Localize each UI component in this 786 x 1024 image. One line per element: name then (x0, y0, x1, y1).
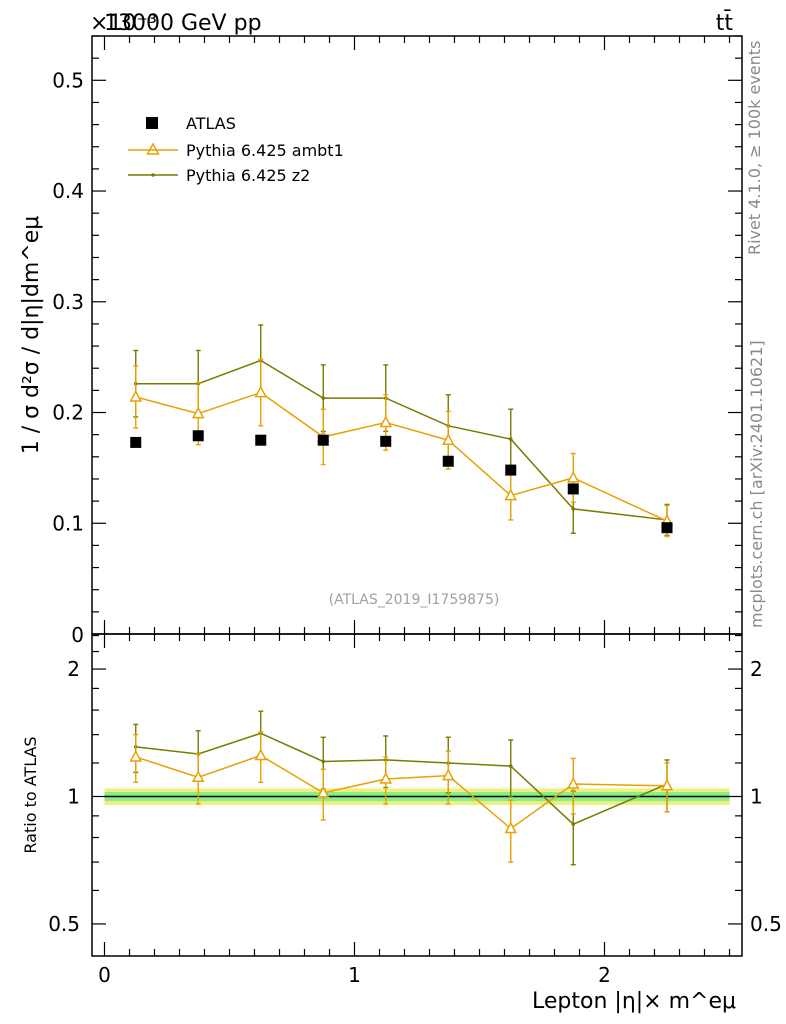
legend-z2-label: Pythia 6.425 z2 (186, 166, 310, 185)
atlas-point (380, 435, 392, 447)
atlas-point (130, 436, 142, 448)
ambt1-point (129, 389, 142, 402)
ambt1-point (504, 488, 517, 501)
ratio-x-ticks: 0 1 2 (98, 634, 731, 987)
ratio-ambt1-point (379, 771, 392, 784)
main-y-ticks: 0.1 0.2 0.3 0.4 0.5 0 (52, 35, 742, 647)
main-y-tick-label: 0.1 (52, 511, 84, 535)
legend: ATLAS Pythia 6.425 ambt1 Pythia 6.425 z2 (128, 114, 344, 185)
main-y-tick-label-zero: 0 (71, 623, 84, 647)
ambt1-point (254, 385, 267, 398)
ratio-ambt1-point (567, 776, 580, 789)
ratio-frame (91, 633, 743, 957)
z2-point (508, 437, 513, 441)
main-y-tick-label: 0.4 (52, 179, 84, 203)
y-exponent-label: ×10⁻³ (90, 11, 157, 36)
main-y-tick-label: 0.3 (52, 290, 84, 314)
x-tick-label: 0 (98, 963, 111, 987)
x-tick-label: 1 (348, 963, 361, 987)
main-y-tick-label: 0.2 (52, 401, 84, 425)
ambt1-point (192, 406, 205, 419)
main-x-ticks (103, 36, 731, 634)
ratio-ambt1-point (660, 778, 674, 791)
ambt1-point (567, 470, 580, 483)
main-panel: 0.1 0.2 0.3 0.4 0.5 0 (ATLAS_2019_I1759875) 1… (19, 35, 743, 647)
x-tick-label: 2 (598, 963, 611, 987)
ratio-ambt1-point (129, 749, 142, 762)
atlas-point (442, 455, 454, 467)
ratio-ambt1-point (442, 768, 455, 781)
x-axis-label: Lepton |η|× m^eμ (532, 989, 736, 1014)
energy-label: 13000 GeV pp (104, 11, 262, 36)
ratio-y-tick-label: 2 (67, 657, 80, 681)
ambt1-point (379, 415, 392, 428)
ratio-z2-point (321, 759, 326, 764)
ambt1-point (442, 433, 455, 445)
ratio-z2-point (571, 822, 576, 827)
ratio-series (129, 710, 674, 866)
atlas-point (255, 434, 267, 446)
main-y-tick-label: 0.5 (52, 68, 84, 92)
ratio-z2-point (508, 764, 513, 768)
process-label: tt̄ (716, 10, 734, 36)
analysis-watermark: (ATLAS_2019_I1759875) (329, 592, 500, 608)
ratio-ambt1-point (317, 785, 330, 798)
atlas-point (317, 434, 329, 446)
ratio-y-axis-label: Ratio to ATLAS (21, 736, 40, 853)
legend-z2-marker (151, 173, 155, 177)
ratio-ambt1-point (504, 821, 517, 834)
legend-ambt1-label: Pythia 6.425 ambt1 (186, 141, 344, 160)
ratio-y-tick-label-right: 1 (750, 784, 763, 808)
atlas-point (661, 522, 673, 534)
z2-point (321, 396, 326, 400)
legend-atlas-marker (146, 117, 158, 129)
z2-point (571, 507, 576, 511)
atlas-point (505, 464, 517, 476)
ambt1-line (135, 391, 668, 522)
legend-atlas-label: ATLAS (186, 114, 236, 133)
atlas-point (192, 430, 204, 442)
ratio-y-tick-label: 1 (67, 784, 80, 808)
legend-ambt1-marker (146, 142, 160, 155)
main-series (129, 324, 674, 538)
ratio-panel: 0.5 0.5 1 1 2 2 0 1 2 Ratio to ATLAS Lepton |η|… (21, 633, 782, 1014)
ratio-ambt1-point (254, 748, 267, 761)
ratio-y-tick-label: 0.5 (48, 912, 80, 936)
ratio-y-ticks: 0.5 0.5 1 1 2 2 (48, 634, 782, 936)
ratio-y-tick-label-right: 2 (750, 657, 763, 681)
main-y-axis-label: 1 / σ d²σ / d|η|dm^eμ (19, 216, 44, 455)
atlas-point (567, 483, 579, 495)
rivet-label: Rivet 4.1.0, ≥ 100k events (745, 41, 764, 255)
ratio-y-tick-label-right: 0.5 (750, 912, 782, 936)
ratio-ambt1-point (192, 770, 205, 783)
mcplots-label: mcplots.cern.ch [arXiv:2401.10621] (747, 340, 766, 628)
z2-line (135, 359, 668, 521)
